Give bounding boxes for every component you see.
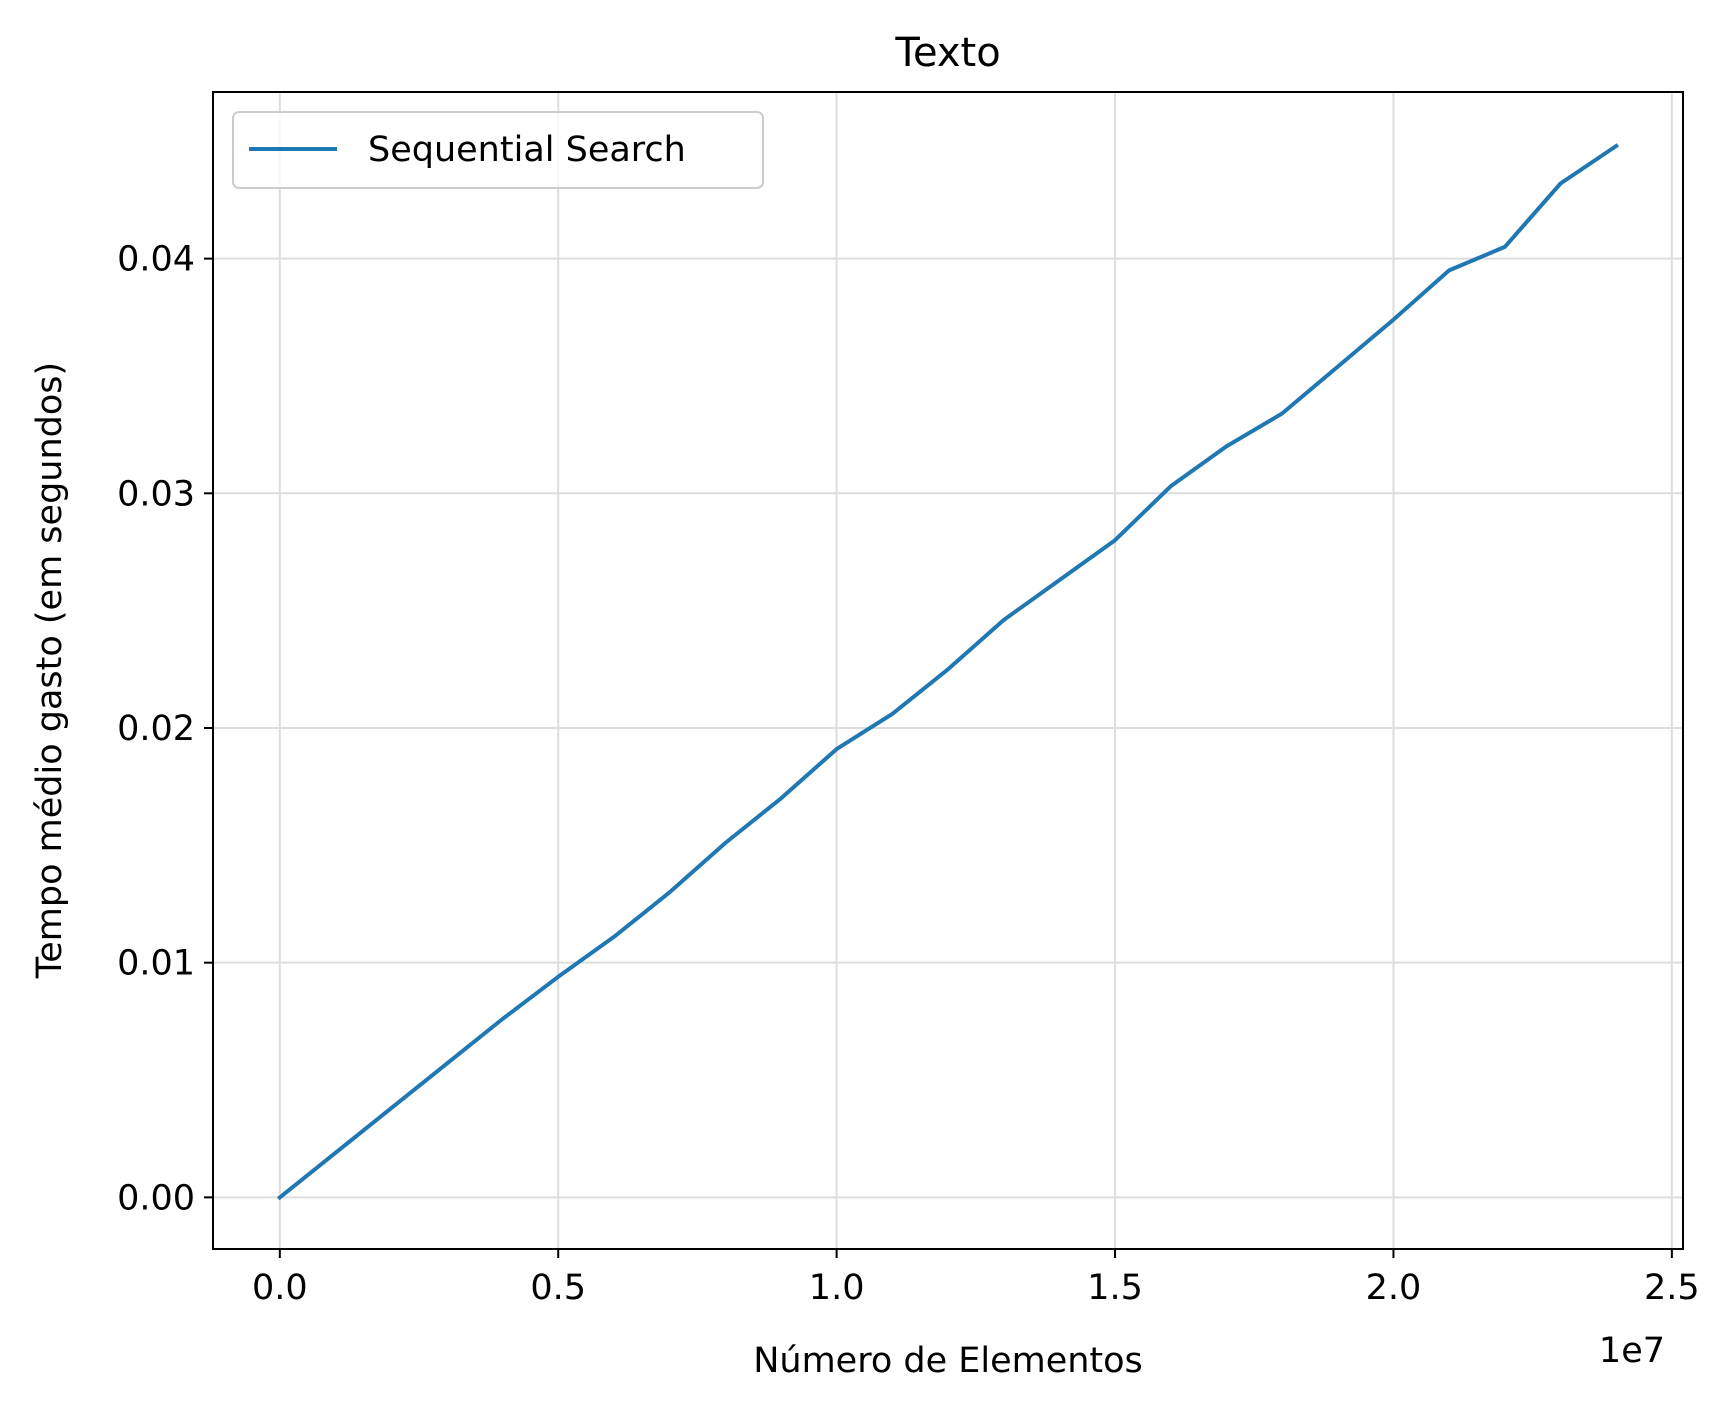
x-tick-label: 0.5 [530,1268,586,1308]
x-axis-offset-label: 1e7 [1599,1331,1665,1371]
series-line-sequential-search [276,143,1619,1201]
y-tick-label: 0.03 [117,474,195,514]
axis-ticks: 0.0 0.5 1.0 1.5 2.0 2.5 0.00 0.01 0.02 0.03 0.04 [117,240,1700,1308]
y-axis-label: Tempo médio gasto (em segundos) [30,362,70,979]
y-tick-label: 0.00 [117,1178,195,1218]
chart-title: Texto [894,30,1000,76]
x-tick-label: 1.0 [809,1268,865,1308]
x-tick-label: 0.0 [252,1268,308,1308]
plot-frame [212,91,1684,1250]
x-tick-label: 2.5 [1644,1268,1700,1308]
x-axis-label: Número de Elementos [753,1341,1143,1381]
y-tick-label: 0.01 [117,944,195,984]
x-tick-label: 2.0 [1366,1268,1422,1308]
y-tick-label: 0.04 [117,240,195,280]
y-tick-label: 0.02 [117,709,195,749]
grid [213,92,1683,1249]
x-tick-label: 1.5 [1087,1268,1143,1308]
legend-label: Sequential Search [368,130,686,170]
legend-box [232,111,764,189]
legend: Sequential Search [232,111,764,189]
